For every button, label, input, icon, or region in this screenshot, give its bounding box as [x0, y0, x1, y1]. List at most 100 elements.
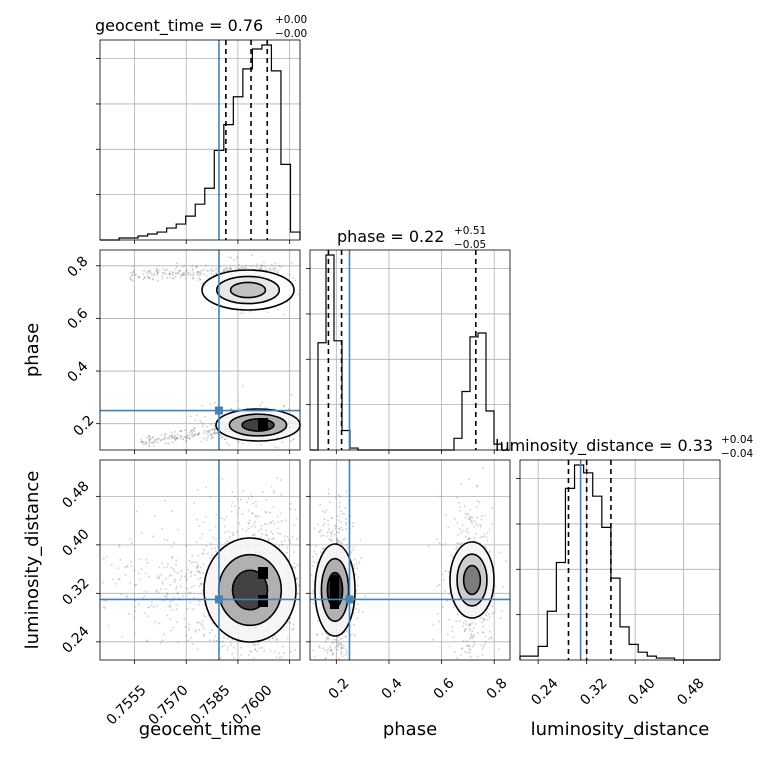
- sample-point-phase-vs-geocent-time-33: [185, 271, 188, 274]
- sample-point-luminosity-distance-vs-geocent-time-541: [283, 652, 286, 654]
- sample-point-luminosity-distance-vs-geocent-time-1023: [210, 554, 213, 556]
- sample-point-phase-vs-geocent-time-209: [179, 276, 182, 278]
- sample-point-luminosity-distance-vs-phase-765: [499, 617, 502, 619]
- sample-point-phase-vs-geocent-time-239: [228, 256, 231, 259]
- sample-point-luminosity-distance-vs-phase-914: [485, 536, 488, 539]
- sample-point-luminosity-distance-vs-geocent-time-901: [254, 515, 257, 517]
- sample-point-luminosity-distance-vs-phase-804: [471, 622, 474, 624]
- sample-point-phase-vs-geocent-time-162: [234, 266, 237, 269]
- sample-point-phase-vs-geocent-time-330: [213, 433, 216, 435]
- sample-point-luminosity-distance-vs-geocent-time-959: [107, 624, 110, 627]
- sample-point-luminosity-distance-vs-geocent-time-470: [296, 578, 298, 580]
- title-geocent-time-plus: +0.00: [275, 14, 307, 26]
- sample-point-phase-vs-geocent-time-213: [237, 267, 240, 270]
- sample-point-phase-vs-geocent-time-298: [163, 438, 166, 441]
- sample-point-phase-vs-geocent-time-44: [192, 277, 194, 280]
- sample-point-phase-vs-geocent-time-373: [179, 430, 182, 433]
- sample-point-luminosity-distance-vs-geocent-time-609: [215, 514, 218, 516]
- sample-point-phase-vs-geocent-time-88: [156, 280, 159, 282]
- sample-point-phase-vs-geocent-time-214: [265, 269, 267, 272]
- sample-point-luminosity-distance-vs-phase-504: [323, 522, 326, 525]
- sample-point-phase-vs-geocent-time-312: [185, 440, 188, 443]
- sample-point-phase-vs-geocent-time-171: [151, 274, 153, 276]
- sample-point-phase-vs-geocent-time-438: [172, 437, 175, 440]
- sample-point-luminosity-distance-vs-phase-662: [352, 633, 355, 635]
- sample-point-phase-vs-geocent-time-219: [174, 268, 177, 271]
- sample-point-luminosity-distance-vs-phase-125: [340, 521, 342, 523]
- sample-point-phase-vs-geocent-time-323: [154, 439, 156, 442]
- sample-point-phase-vs-geocent-time-221: [131, 279, 134, 282]
- sample-point-luminosity-distance-vs-geocent-time-775: [248, 522, 251, 525]
- sample-point-phase-vs-geocent-time-432: [211, 429, 214, 431]
- sample-point-luminosity-distance-vs-geocent-time-774: [209, 496, 212, 498]
- sample-point-phase-vs-geocent-time-413: [153, 440, 155, 443]
- sample-point-phase-vs-geocent-time-336: [210, 423, 213, 426]
- sample-point-luminosity-distance-vs-phase-8: [331, 517, 333, 519]
- sample-point-luminosity-distance-vs-geocent-time-363: [280, 520, 283, 522]
- sample-point-luminosity-distance-vs-geocent-time-381: [250, 493, 253, 496]
- sample-point-luminosity-distance-vs-geocent-time-830: [234, 505, 236, 507]
- sample-point-phase-vs-geocent-time-954: [225, 441, 228, 444]
- sample-point-luminosity-distance-vs-geocent-time-985: [195, 518, 198, 521]
- sample-point-luminosity-distance-vs-geocent-time-824: [252, 512, 254, 515]
- sample-point-phase-vs-geocent-time-86: [238, 264, 240, 266]
- sample-point-phase-vs-geocent-time-79: [145, 271, 148, 273]
- sample-point-phase-vs-geocent-time-476: [175, 437, 178, 440]
- sample-point-luminosity-distance-vs-phase-800: [498, 551, 501, 554]
- sample-point-phase-vs-geocent-time-352: [187, 436, 190, 439]
- sample-point-phase-vs-geocent-time-785: [206, 439, 208, 441]
- sample-point-luminosity-distance-vs-geocent-time-916: [121, 635, 123, 638]
- sample-point-luminosity-distance-vs-geocent-time-206: [284, 519, 287, 522]
- sample-point-luminosity-distance-vs-geocent-time-1047: [133, 617, 135, 619]
- truth-marker-luminosity-distance-vs-phase: [345, 595, 354, 604]
- sample-point-luminosity-distance-vs-phase-595: [327, 649, 329, 651]
- sample-point-luminosity-distance-vs-geocent-time-882: [170, 574, 172, 576]
- panel-phase-vs-geocent-time: [96, 249, 301, 454]
- sample-point-luminosity-distance-vs-phase-939: [460, 647, 463, 650]
- sample-point-phase-vs-geocent-time-565: [242, 266, 244, 269]
- sample-point-luminosity-distance-vs-geocent-time-492: [250, 525, 253, 528]
- sample-point-luminosity-distance-vs-geocent-time-613: [292, 627, 295, 630]
- sample-point-luminosity-distance-vs-phase-715: [443, 590, 446, 592]
- sample-point-luminosity-distance-vs-geocent-time-902: [173, 580, 176, 583]
- panel-hist-geocent-time: [96, 39, 301, 244]
- sample-point-luminosity-distance-vs-phase-285: [340, 646, 342, 649]
- sample-point-luminosity-distance-vs-phase-265: [313, 527, 316, 529]
- sample-point-luminosity-distance-vs-phase-1126: [483, 618, 485, 621]
- sample-point-phase-vs-geocent-time-24: [260, 267, 262, 269]
- sample-point-phase-vs-geocent-time-145: [164, 269, 167, 272]
- sample-point-luminosity-distance-vs-phase-945: [475, 532, 478, 535]
- sample-point-luminosity-distance-vs-phase-464: [340, 644, 343, 647]
- sample-point-luminosity-distance-vs-phase-118: [344, 636, 347, 639]
- sample-point-luminosity-distance-vs-phase-480: [334, 496, 337, 499]
- sample-point-phase-vs-geocent-time-167: [275, 270, 278, 273]
- sample-point-luminosity-distance-vs-phase-929: [484, 641, 487, 643]
- sample-point-luminosity-distance-vs-geocent-time-1011: [144, 590, 147, 593]
- sample-point-luminosity-distance-vs-phase-660: [330, 540, 333, 542]
- sample-point-luminosity-distance-vs-phase-1150: [459, 509, 461, 512]
- sample-point-phase-vs-geocent-time-437: [176, 437, 179, 440]
- sample-point-luminosity-distance-vs-geocent-time-67: [289, 542, 292, 544]
- sample-point-luminosity-distance-vs-geocent-time-106: [258, 515, 260, 518]
- sample-point-phase-vs-geocent-time-881: [282, 405, 285, 408]
- sample-point-phase-vs-geocent-time-89: [172, 277, 174, 280]
- sample-point-phase-vs-geocent-time-252: [132, 272, 134, 274]
- sample-point-phase-vs-geocent-time-292: [168, 435, 171, 437]
- sample-point-phase-vs-geocent-time-2: [203, 269, 206, 271]
- sample-point-luminosity-distance-vs-phase-106: [313, 550, 316, 553]
- sample-point-luminosity-distance-vs-phase-969: [470, 633, 472, 636]
- sample-point-phase-vs-geocent-time-199: [148, 269, 150, 272]
- sample-point-phase-vs-geocent-time-234: [220, 271, 223, 274]
- sample-point-luminosity-distance-vs-phase-1014: [447, 618, 450, 621]
- sample-point-luminosity-distance-vs-phase-1053: [471, 516, 474, 519]
- sample-point-luminosity-distance-vs-phase-407: [341, 637, 344, 640]
- sample-point-luminosity-distance-vs-geocent-time-600: [295, 577, 298, 580]
- sample-point-luminosity-distance-vs-geocent-time-174: [231, 638, 234, 641]
- sample-point-luminosity-distance-vs-geocent-time-595: [275, 656, 278, 659]
- sample-point-phase-vs-geocent-time-15: [153, 274, 155, 276]
- x-axis-label-geocent-time: geocent_time: [139, 719, 262, 740]
- sample-point-luminosity-distance-vs-phase-210: [337, 642, 340, 644]
- sample-point-phase-vs-geocent-time-59: [178, 270, 181, 273]
- sample-point-luminosity-distance-vs-geocent-time-786: [282, 645, 284, 648]
- sample-point-luminosity-distance-vs-geocent-time-977: [130, 542, 133, 544]
